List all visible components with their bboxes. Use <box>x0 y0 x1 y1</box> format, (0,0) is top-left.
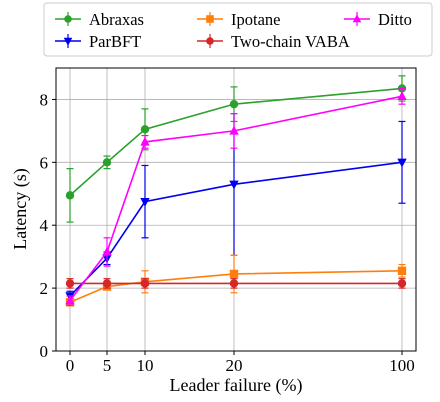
legend-marker-ipotane <box>206 15 214 23</box>
series-abraxas <box>65 75 407 223</box>
data-point-two-chain-vaba-100 <box>397 279 407 288</box>
x-tick-label-100: 100 <box>389 356 415 375</box>
legend-item-parbft: ParBFT <box>55 32 141 51</box>
y-tick-label-0: 0 <box>40 342 49 361</box>
x-tick-label-0: 0 <box>66 356 75 375</box>
data-point-two-chain-vaba-0 <box>65 279 75 288</box>
data-point-ditto-0 <box>65 295 75 305</box>
x-tick-label-20: 20 <box>226 356 243 375</box>
series-two-chain-vaba <box>65 278 407 289</box>
legend-label-ditto: Ditto <box>378 10 412 29</box>
y-tick-label-4: 4 <box>40 216 49 235</box>
legend-label-two-chain-vaba: Two-chain VABA <box>231 32 350 51</box>
legend-label-ipotane: Ipotane <box>231 10 280 29</box>
data-point-parbft-20 <box>229 180 239 190</box>
data-point-abraxas-10 <box>140 125 150 134</box>
legend-item-abraxas: Abraxas <box>55 10 144 29</box>
data-point-two-chain-vaba-5 <box>102 279 112 288</box>
legend-label-abraxas: Abraxas <box>89 10 144 29</box>
y-axis-label: Latency (s) <box>10 168 31 249</box>
legend-label-parbft: ParBFT <box>89 32 141 51</box>
x-tick-label-10: 10 <box>137 356 154 375</box>
data-point-ditto-100 <box>397 91 407 100</box>
legend-marker-parbft <box>63 37 73 46</box>
y-tick-label-2: 2 <box>40 279 49 298</box>
data-point-ditto-5 <box>102 246 112 256</box>
data-point-abraxas-5 <box>102 158 112 167</box>
data-point-two-chain-vaba-10 <box>140 279 150 288</box>
x-tick-label-5: 5 <box>103 356 112 375</box>
legend-item-ipotane: Ipotane <box>197 10 280 29</box>
legend-marker-two-chain-vaba <box>206 37 214 45</box>
series-ditto <box>65 87 407 307</box>
data-point-ipotane-100 <box>397 266 407 276</box>
data-point-abraxas-20 <box>229 99 239 109</box>
legend-item-ditto: Ditto <box>344 10 412 29</box>
plot-frame <box>55 67 417 352</box>
data-point-abraxas-0 <box>65 191 75 200</box>
series-layer <box>65 75 407 307</box>
x-axis: 0 5 10 20 100 <box>66 351 415 375</box>
data-point-ipotane-20 <box>229 269 239 279</box>
data-point-parbft-100 <box>397 158 407 168</box>
legend-item-two-chain-vaba: Two-chain VABA <box>197 32 350 51</box>
legend-marker-ditto <box>352 14 362 23</box>
legend-box <box>43 2 433 57</box>
x-axis-label: Leader failure (%) <box>170 375 303 396</box>
grid <box>56 68 416 352</box>
y-tick-label-6: 6 <box>40 153 49 172</box>
legend-marker-abraxas <box>64 15 72 23</box>
legend: Abraxas ParBFT Ipotane Two-chain VABA Ditto <box>43 2 433 57</box>
data-point-ditto-10 <box>140 136 150 146</box>
data-point-parbft-10 <box>140 197 150 207</box>
data-point-two-chain-vaba-20 <box>229 279 239 288</box>
y-tick-label-8: 8 <box>40 90 49 109</box>
y-axis: 0 2 4 6 8 <box>40 90 56 361</box>
data-point-ditto-20 <box>229 125 239 135</box>
